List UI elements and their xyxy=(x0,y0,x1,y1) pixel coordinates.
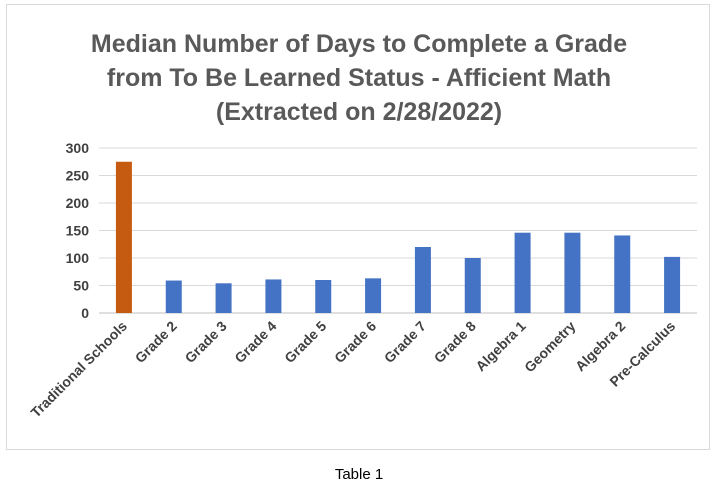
table-caption: Table 1 xyxy=(334,466,384,483)
bar xyxy=(115,161,132,313)
y-tick-label: 200 xyxy=(66,195,90,211)
y-tick-label: 0 xyxy=(81,305,89,321)
chart-frame: Median Number of Days to Complete a Grad… xyxy=(6,4,710,450)
bar xyxy=(464,258,481,313)
x-tick-label: Grade 6 xyxy=(331,318,379,366)
gridlines xyxy=(99,147,697,314)
bar xyxy=(564,232,581,313)
y-tick-label: 250 xyxy=(66,168,90,184)
bar xyxy=(414,247,431,313)
x-axis-ticks: Traditional Schools Grade 2 Grade 3 Grade 4… xyxy=(27,318,678,421)
bar xyxy=(365,278,382,313)
bar-chart: Median Number of Days to Complete a Grad… xyxy=(27,30,697,421)
bar xyxy=(315,280,332,313)
bars xyxy=(115,161,681,313)
x-tick-label: Grade 4 xyxy=(231,318,279,366)
chart-title-line-3: (Extracted on 2/28/2022) xyxy=(216,98,502,126)
bar xyxy=(614,235,631,313)
x-tick-label: Grade 5 xyxy=(281,318,329,366)
y-axis-ticks: 0 50 100 150 200 250 300 xyxy=(66,140,90,321)
x-tick-label: Algebra 1 xyxy=(472,318,529,375)
bar xyxy=(165,280,182,313)
y-tick-label: 300 xyxy=(66,140,90,156)
y-tick-label: 50 xyxy=(73,278,89,294)
y-tick-label: 100 xyxy=(66,250,90,266)
x-tick-label: Grade 3 xyxy=(182,318,230,366)
bar xyxy=(514,232,531,313)
x-tick-label: Grade 7 xyxy=(381,318,429,366)
y-tick-label: 150 xyxy=(66,223,90,239)
x-tick-label: Grade 8 xyxy=(431,318,479,366)
x-tick-label: Grade 2 xyxy=(132,318,180,366)
chart-title-line-1: Median Number of Days to Complete a Grad… xyxy=(91,30,627,58)
chart-title: Median Number of Days to Complete a Grad… xyxy=(91,30,627,126)
x-tick-label: Geometry xyxy=(521,318,579,376)
bar xyxy=(215,283,232,313)
bar xyxy=(265,279,282,313)
chart-title-line-2: from To Be Learned Status - Afficient Ma… xyxy=(107,64,611,92)
x-tick-label: Traditional Schools xyxy=(27,318,130,421)
bar xyxy=(664,256,681,313)
